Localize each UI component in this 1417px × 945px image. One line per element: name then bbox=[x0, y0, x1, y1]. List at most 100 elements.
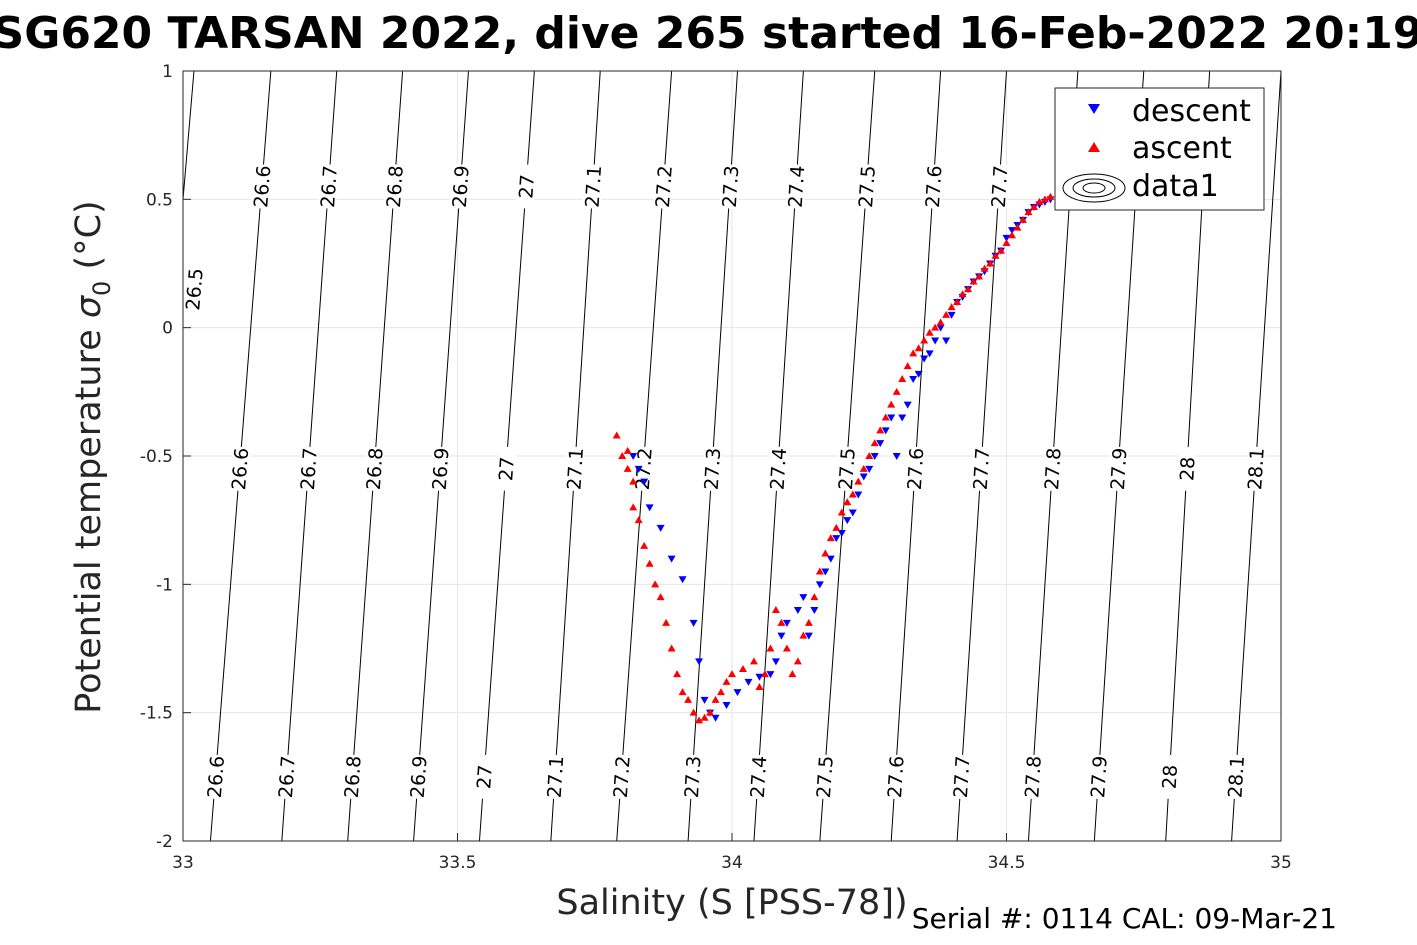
isopycnal-label: 28.1 bbox=[1224, 755, 1249, 799]
isopycnal-label: 28 bbox=[1159, 764, 1182, 789]
isopycnal-label: 27.4 bbox=[747, 755, 772, 799]
ascent-point bbox=[640, 541, 649, 549]
isopycnal-label-mask bbox=[632, 446, 654, 492]
isopycnal-label-mask bbox=[1225, 754, 1247, 800]
descent-point bbox=[821, 568, 830, 576]
descent-point bbox=[931, 337, 940, 345]
ascent-point bbox=[629, 477, 638, 485]
ascent-point bbox=[969, 277, 978, 285]
isopycnal-label: 27.4 bbox=[785, 165, 810, 209]
ascent-point bbox=[782, 644, 791, 652]
isopycnal-label: 27.7 bbox=[988, 165, 1013, 209]
isopycnal-label-mask bbox=[228, 446, 251, 492]
y-tick-label: -2 bbox=[156, 832, 173, 852]
isopycnal-label: 27.5 bbox=[855, 165, 880, 209]
isopycnal-label: 26.9 bbox=[407, 755, 432, 799]
ascent-point bbox=[1024, 208, 1033, 216]
descent-point bbox=[689, 619, 698, 627]
descent-point bbox=[920, 355, 929, 363]
ascent-point bbox=[728, 670, 736, 678]
ascent-point bbox=[623, 446, 632, 454]
descent-point bbox=[815, 581, 824, 589]
descent-point bbox=[771, 658, 780, 666]
ascent-point bbox=[793, 657, 802, 665]
isopycnal-labels: 26.6 26.7 26.8 26.9 27 27.1 27.2 27.3 27.4 27.5 27… bbox=[182, 163, 1269, 800]
ascent-point bbox=[980, 264, 989, 272]
isopycnal-label-mask bbox=[767, 446, 789, 492]
isopycnal-label: 27.9 bbox=[1107, 447, 1132, 491]
ascent-point bbox=[695, 716, 704, 724]
ascent-point bbox=[1007, 231, 1016, 239]
ascent-point bbox=[881, 413, 890, 421]
y-axis-label-unit: (°C) bbox=[69, 200, 109, 280]
isopycnal-label: 28 bbox=[1176, 456, 1199, 481]
descent-point bbox=[859, 473, 868, 481]
isopycnal-label-mask bbox=[988, 163, 1010, 210]
descent-point bbox=[799, 594, 808, 602]
ascent-point bbox=[997, 246, 1006, 254]
legend-data1-label: data1 bbox=[1132, 169, 1219, 204]
legend-ascent-label: ascent bbox=[1132, 131, 1232, 166]
isopycnal-label-mask bbox=[681, 754, 703, 800]
isopycnal-label-mask bbox=[495, 446, 517, 492]
descent-point bbox=[898, 414, 907, 422]
ascent-point bbox=[821, 549, 830, 557]
isopycnal-label-mask bbox=[383, 163, 405, 210]
descent-point bbox=[947, 311, 956, 319]
isopycnal-label: 27 bbox=[473, 764, 497, 790]
ascent-point bbox=[618, 452, 627, 459]
descent-point bbox=[848, 509, 857, 517]
ascent-point bbox=[925, 328, 934, 336]
isopycnal-label-mask bbox=[701, 446, 723, 492]
isopycnal-label: 27 bbox=[495, 456, 519, 482]
isopycnal-label-mask bbox=[855, 163, 878, 210]
isopycnal-label-mask bbox=[904, 446, 926, 492]
ascent-point bbox=[909, 349, 918, 357]
ascent-point bbox=[689, 708, 698, 716]
descent-point bbox=[804, 632, 813, 640]
y-axis-label: Potential temperature σ0 (°C) bbox=[69, 200, 116, 713]
ascent-point bbox=[684, 695, 693, 703]
isopycnal-label: 27.6 bbox=[904, 447, 929, 491]
x-tick-label: 35 bbox=[1270, 853, 1292, 873]
ascent-point bbox=[826, 534, 835, 542]
descent-point bbox=[634, 465, 643, 473]
isopycnal-label-mask bbox=[970, 446, 992, 492]
descent-point bbox=[744, 678, 753, 686]
isopycnal-label: 27.3 bbox=[719, 165, 744, 209]
isopycnal-label: 26.5 bbox=[182, 267, 208, 311]
isopycnal-label: 26.6 bbox=[250, 165, 275, 209]
isopycnal-label-mask bbox=[251, 163, 273, 210]
isopycnal-label-mask bbox=[1159, 754, 1180, 800]
isopycnal-label-mask bbox=[1088, 754, 1109, 800]
descent-point bbox=[843, 517, 852, 525]
ascent-point bbox=[629, 503, 638, 511]
isopycnal-label: 26.7 bbox=[317, 165, 342, 209]
isopycnal-label-mask bbox=[1245, 446, 1266, 492]
ascent-point bbox=[804, 618, 813, 626]
ascent-point bbox=[953, 298, 962, 305]
ascent-point bbox=[1029, 203, 1038, 211]
ascent-point bbox=[1040, 195, 1049, 203]
descent-point bbox=[909, 376, 918, 383]
isopycnal-label: 27.2 bbox=[652, 165, 677, 209]
isopycnal-label: 27.6 bbox=[884, 755, 909, 799]
isopycnal-label: 27 bbox=[515, 174, 539, 200]
ascent-point bbox=[920, 336, 929, 344]
isopycnal-label-mask bbox=[785, 163, 807, 210]
isopycnal-label: 26.9 bbox=[429, 447, 454, 491]
x-tick-label: 34 bbox=[721, 853, 743, 873]
ascent-point bbox=[651, 580, 660, 588]
y-axis-label-main: Potential temperature bbox=[69, 318, 109, 714]
isopycnal-label-mask bbox=[204, 754, 227, 800]
descent-point bbox=[782, 619, 791, 627]
descent-point bbox=[645, 504, 654, 512]
ascent-point bbox=[700, 713, 709, 721]
descent-point bbox=[629, 453, 638, 460]
isopycnal-label-mask bbox=[363, 446, 385, 492]
descent-point bbox=[854, 491, 863, 499]
legend-contour-icon bbox=[1062, 173, 1126, 203]
isopycnal-label: 27.3 bbox=[681, 755, 706, 799]
descent-point bbox=[876, 440, 885, 448]
descent-point bbox=[667, 555, 676, 563]
